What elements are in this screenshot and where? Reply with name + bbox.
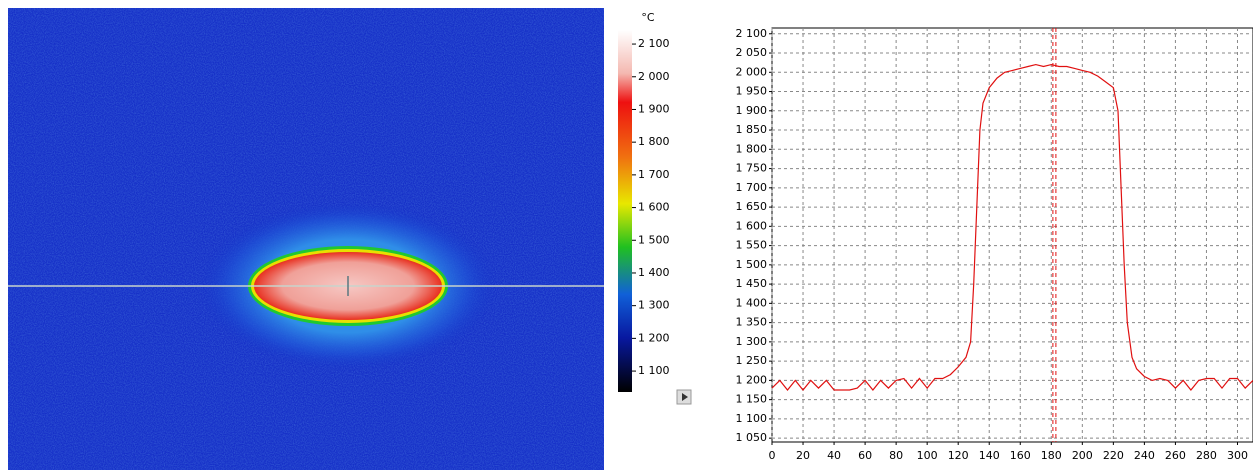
- y-tick-label: 1 350: [736, 316, 768, 329]
- button-arrow: [682, 393, 688, 401]
- y-tick-label: 1 100: [736, 412, 768, 425]
- y-tick-label: 2 100: [736, 27, 768, 40]
- colorbar-tick-label: 1 300: [638, 299, 670, 312]
- y-tick-label: 1 850: [736, 123, 768, 136]
- y-tick-label: 2 050: [736, 46, 768, 59]
- y-tick-label: 1 650: [736, 200, 768, 213]
- y-tick-label: 1 950: [736, 85, 768, 98]
- y-tick-label: 1 250: [736, 354, 768, 367]
- y-tick-label: 2 000: [736, 65, 768, 78]
- y-tick-label: 1 800: [736, 142, 768, 155]
- colorbar-tick-label: 2 000: [638, 70, 670, 83]
- colorbar-tick-label: 1 800: [638, 135, 670, 148]
- x-tick-label: 20: [796, 449, 810, 462]
- x-tick-label: 0: [769, 449, 776, 462]
- x-tick-label: 220: [1103, 449, 1124, 462]
- y-tick-label: 1 750: [736, 162, 768, 175]
- x-tick-label: 280: [1196, 449, 1217, 462]
- x-tick-label: 40: [827, 449, 841, 462]
- colorbar-tick-label: 1 200: [638, 331, 670, 344]
- colorbar-scale: [618, 30, 632, 392]
- x-tick-label: 140: [979, 449, 1000, 462]
- y-tick-label: 1 300: [736, 335, 768, 348]
- thermal-image: [8, 8, 604, 470]
- x-tick-label: 260: [1165, 449, 1186, 462]
- x-tick-label: 200: [1072, 449, 1093, 462]
- y-tick-label: 1 550: [736, 239, 768, 252]
- colorbar-tick-label: 1 500: [638, 233, 670, 246]
- x-tick-label: 240: [1134, 449, 1155, 462]
- colorbar: °C: [618, 11, 692, 405]
- y-tick-label: 1 500: [736, 258, 768, 271]
- colorbar-tick-label: 1 700: [638, 168, 670, 181]
- colorbar-tick-label: 1 400: [638, 266, 670, 279]
- x-tick-label: 180: [1041, 449, 1062, 462]
- y-tick-label: 1 200: [736, 373, 768, 386]
- x-tick-label: 120: [948, 449, 969, 462]
- y-tick-label: 1 400: [736, 296, 768, 309]
- x-tick-label: 80: [889, 449, 903, 462]
- y-tick-label: 1 150: [736, 393, 768, 406]
- x-tick-label: 100: [917, 449, 938, 462]
- y-tick-label: 1 900: [736, 104, 768, 117]
- x-tick-label: 60: [858, 449, 872, 462]
- colorbar-unit: °C: [641, 11, 655, 24]
- colorbar-tick-label: 1 100: [638, 364, 670, 377]
- y-tick-label: 1 050: [736, 431, 768, 444]
- colorbar-tick-label: 2 100: [638, 37, 670, 50]
- colorbar-tick-label: 1 900: [638, 102, 670, 115]
- y-tick-label: 1 600: [736, 219, 768, 232]
- y-tick-label: 1 700: [736, 181, 768, 194]
- plot-area: [771, 27, 1253, 443]
- colorbar-tick-label: 1 600: [638, 201, 670, 214]
- x-tick-label: 160: [1010, 449, 1031, 462]
- x-tick-label: 300: [1227, 449, 1248, 462]
- profile-curve: [771, 63, 1253, 391]
- y-tick-label: 1 450: [736, 277, 768, 290]
